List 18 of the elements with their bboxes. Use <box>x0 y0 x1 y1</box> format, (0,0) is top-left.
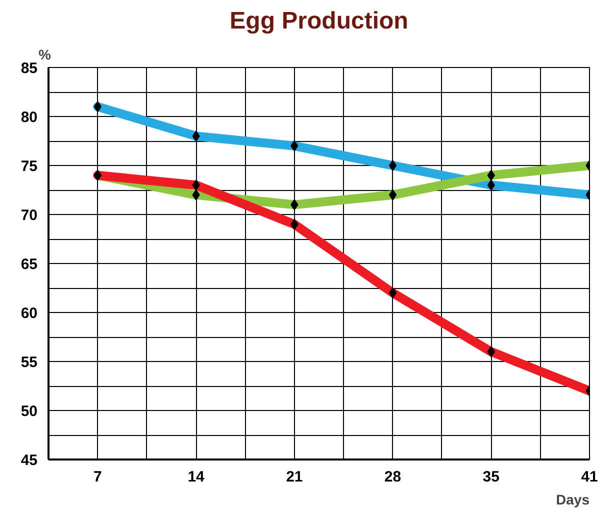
y-tick-label: 85 <box>20 60 38 77</box>
y-axis-title: % <box>38 46 52 62</box>
x-tick-label: 21 <box>286 468 303 486</box>
y-tick-label: 45 <box>20 452 38 469</box>
y-tick-label: 50 <box>20 403 38 420</box>
y-tick-label: 80 <box>20 109 38 126</box>
y-tick-label: 65 <box>20 256 38 273</box>
x-tick-label: 7 <box>94 468 102 486</box>
x-tick-label: 14 <box>188 468 206 486</box>
x-axis-title: Days <box>556 492 590 508</box>
y-tick-label: 55 <box>20 354 38 371</box>
chart-title: Egg Production <box>230 8 408 34</box>
y-tick-label: 75 <box>20 158 38 175</box>
x-tick-label: 28 <box>384 468 402 486</box>
y-tick-label: 60 <box>20 305 38 322</box>
y-tick-label: 70 <box>20 207 38 224</box>
x-tick-label: 35 <box>482 468 500 486</box>
x-tick-label: 41 <box>581 468 598 486</box>
